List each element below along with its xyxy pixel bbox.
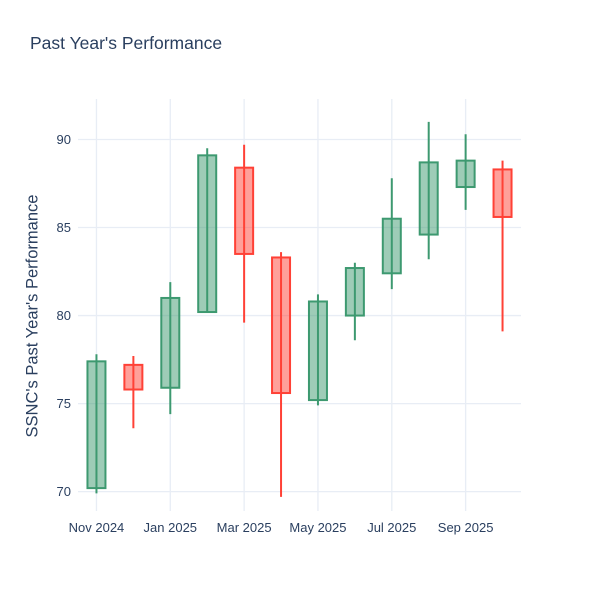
chart-title: Past Year's Performance <box>30 33 223 53</box>
candle-body <box>160 296 181 389</box>
candle-body <box>307 300 328 402</box>
candle-increasing[interactable] <box>381 178 402 290</box>
y-tick-label: 90 <box>57 132 71 147</box>
candle-increasing[interactable] <box>307 294 328 406</box>
candle-increasing[interactable] <box>197 148 218 314</box>
candle-body <box>234 166 255 255</box>
x-tick-label: Mar 2025 <box>217 520 272 535</box>
candle-body <box>455 159 476 189</box>
x-tick-label: Jan 2025 <box>144 520 198 535</box>
candle-body <box>381 217 402 275</box>
y-tick-label: 85 <box>57 220 71 235</box>
x-tick-label: Jul 2025 <box>367 520 416 535</box>
candle-increasing[interactable] <box>344 262 365 341</box>
x-tick-label: Sep 2025 <box>438 520 494 535</box>
y-tick-label: 80 <box>57 308 71 323</box>
candle-body <box>344 267 365 317</box>
x-tick-label: May 2025 <box>289 520 346 535</box>
candle-body <box>123 363 144 391</box>
y-tick-label: 75 <box>57 396 71 411</box>
y-tick-label: 70 <box>57 484 71 499</box>
candle-decreasing[interactable] <box>234 144 255 323</box>
x-tick-label: Nov 2024 <box>69 520 125 535</box>
candle-body <box>271 256 292 395</box>
candle-body <box>197 154 218 314</box>
candle-increasing[interactable] <box>418 121 439 260</box>
candle-body <box>86 360 107 490</box>
candle-body <box>418 161 439 236</box>
candle-decreasing[interactable] <box>271 252 292 497</box>
candle-increasing[interactable] <box>455 134 476 210</box>
candle-increasing[interactable] <box>86 354 107 494</box>
candle-body <box>492 168 513 218</box>
candle-increasing[interactable] <box>160 282 181 415</box>
candle-decreasing[interactable] <box>492 160 513 332</box>
candle-decreasing[interactable] <box>123 356 144 429</box>
